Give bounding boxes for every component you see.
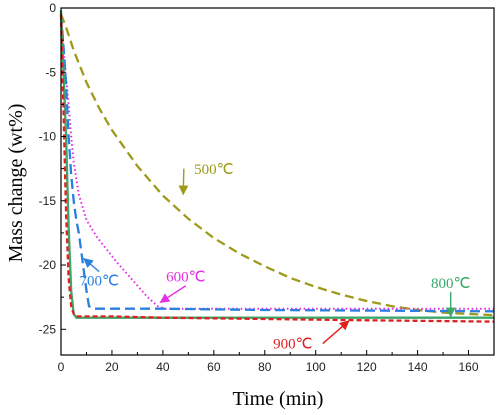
y-tick-label: -15: [39, 194, 57, 208]
x-tick-label: 80: [258, 360, 272, 374]
y-axis-title: Mass change (wt%): [5, 104, 27, 263]
y-tick-label: -5: [45, 65, 56, 79]
series-layer: [59, 10, 495, 323]
x-tick-label: 120: [357, 360, 377, 374]
x-tick-label: 40: [156, 360, 170, 374]
x-tick-label: 160: [459, 360, 479, 374]
series-line-800c: [59, 10, 494, 319]
x-tick-label: 0: [58, 360, 65, 374]
series-line-900c: [59, 14, 495, 323]
y-tick-label: -25: [39, 322, 57, 336]
annotation-label: 500℃: [194, 162, 233, 178]
annotation-label: 700℃: [80, 274, 119, 290]
series-line-600c: [60, 14, 494, 310]
x-tick-label: 140: [408, 360, 428, 374]
annotation-arrow: [159, 285, 187, 303]
y-tick-label: -20: [39, 258, 57, 272]
annotation-arrow: [83, 257, 100, 273]
y-tick-label: 0: [49, 1, 56, 15]
series-line-700c: [59, 14, 495, 313]
axes-layer: 0 20 40 60 80 100 120 140 160 0 -5 -10 -15 -20 -25: [39, 1, 495, 374]
y-tick-label: -10: [39, 130, 57, 144]
x-tick-label: 100: [306, 360, 326, 374]
x-axis-title: Time (min): [233, 388, 324, 410]
annotation-arrow: [322, 320, 350, 345]
plot-frame: [60, 7, 495, 356]
annotation-label: 800℃: [431, 276, 470, 292]
x-tick-label: 60: [207, 360, 221, 374]
x-tick-label: 20: [105, 360, 119, 374]
annotation-label: 600℃: [166, 270, 205, 286]
annotation-label: 900℃: [273, 337, 312, 353]
annotation-layer: 500℃ 600℃ 700℃ 800℃ 900℃: [80, 162, 471, 353]
annotation-arrow: [178, 168, 189, 196]
series-line-500c: [59, 13, 495, 317]
